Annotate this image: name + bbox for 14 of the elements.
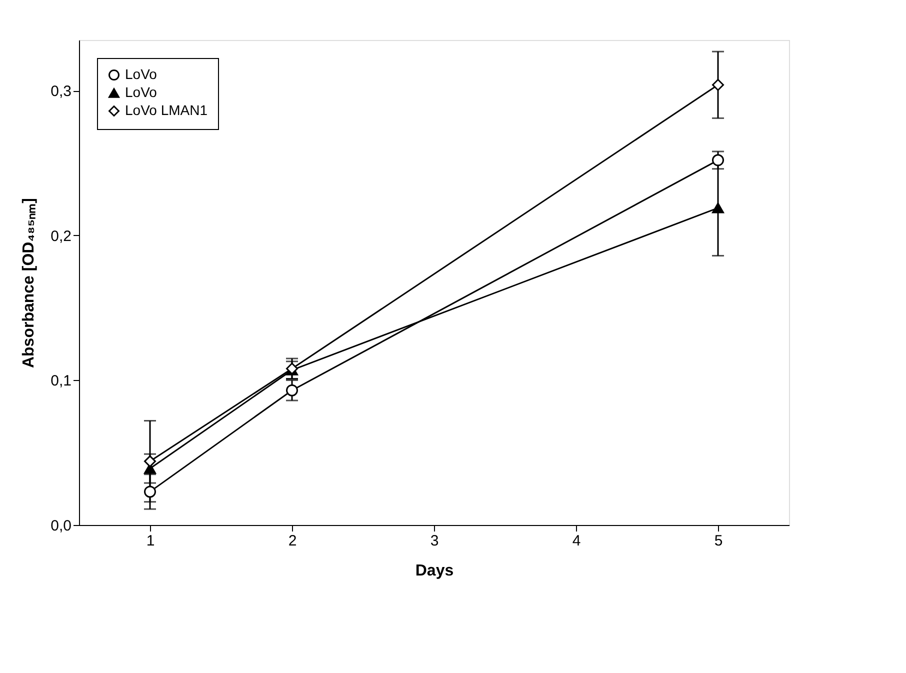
y-axis-title: Absorbance [OD₄₈₅ₙₘ]: [20, 198, 38, 368]
x-axis-title: Days: [415, 562, 454, 580]
legend-label: LoVo: [125, 66, 158, 82]
x-tick-label: 5: [714, 532, 723, 550]
y-tick-label: 0,3: [50, 83, 72, 100]
y-tick-label: 0,0: [50, 518, 72, 534]
y-tick-label: 0,2: [50, 228, 72, 245]
x-tick-label: 1: [146, 532, 155, 550]
legend-label: LoVo: [125, 84, 158, 100]
x-tick-label: 3: [430, 532, 439, 550]
legend-label: LoVo LMAN1: [125, 102, 208, 118]
y-tick-label: 0,1: [50, 372, 72, 390]
x-tick-label: 2: [288, 532, 297, 550]
x-tick-label: 4: [572, 532, 581, 550]
